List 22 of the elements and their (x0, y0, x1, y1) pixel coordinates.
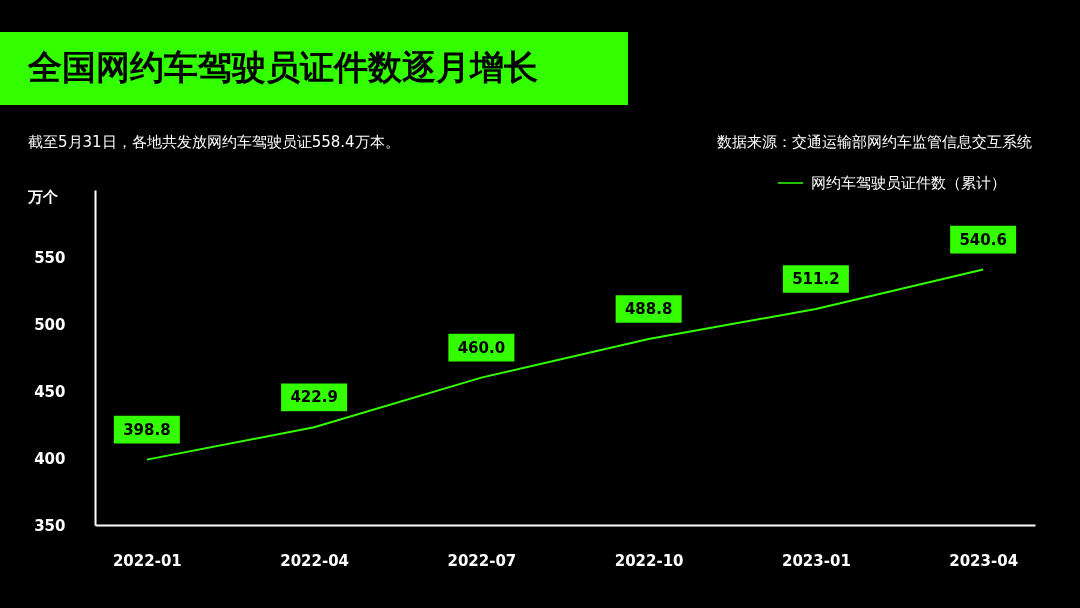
data-label: 398.8 (123, 420, 171, 439)
data-label: 511.2 (792, 269, 840, 288)
chart-title: 全国网约车驾驶员证件数逐月增长 (27, 47, 538, 87)
y-tick-label: 550 (34, 248, 66, 267)
legend-label: 网约车驾驶员证件数（累计） (811, 174, 1006, 192)
data-label: 540.6 (959, 230, 1007, 249)
x-tick-label: 2022-01 (112, 551, 182, 570)
chart-subtitle: 截至5月31日，各地共发放网约车驾驶员证558.4万本。 (28, 133, 400, 151)
source-note: 数据来源：交通运输部网约车监管信息交互系统 (717, 133, 1032, 151)
data-label: 488.8 (624, 300, 673, 319)
y-tick-label: 450 (34, 382, 66, 401)
y-tick-label: 500 (34, 315, 66, 334)
y-tick-label: 400 (34, 449, 66, 468)
y-tick-label: 350 (34, 516, 66, 535)
data-label: 460.0 (457, 338, 506, 357)
x-tick-label: 2022-10 (614, 551, 684, 570)
x-tick-label: 2022-04 (280, 551, 350, 570)
y-axis-title: 万个 (27, 188, 59, 206)
data-label: 422.9 (290, 388, 338, 407)
x-tick-label: 2023-01 (781, 551, 851, 570)
x-tick-label: 2023-04 (949, 551, 1019, 570)
x-tick-label: 2022-07 (447, 551, 517, 570)
